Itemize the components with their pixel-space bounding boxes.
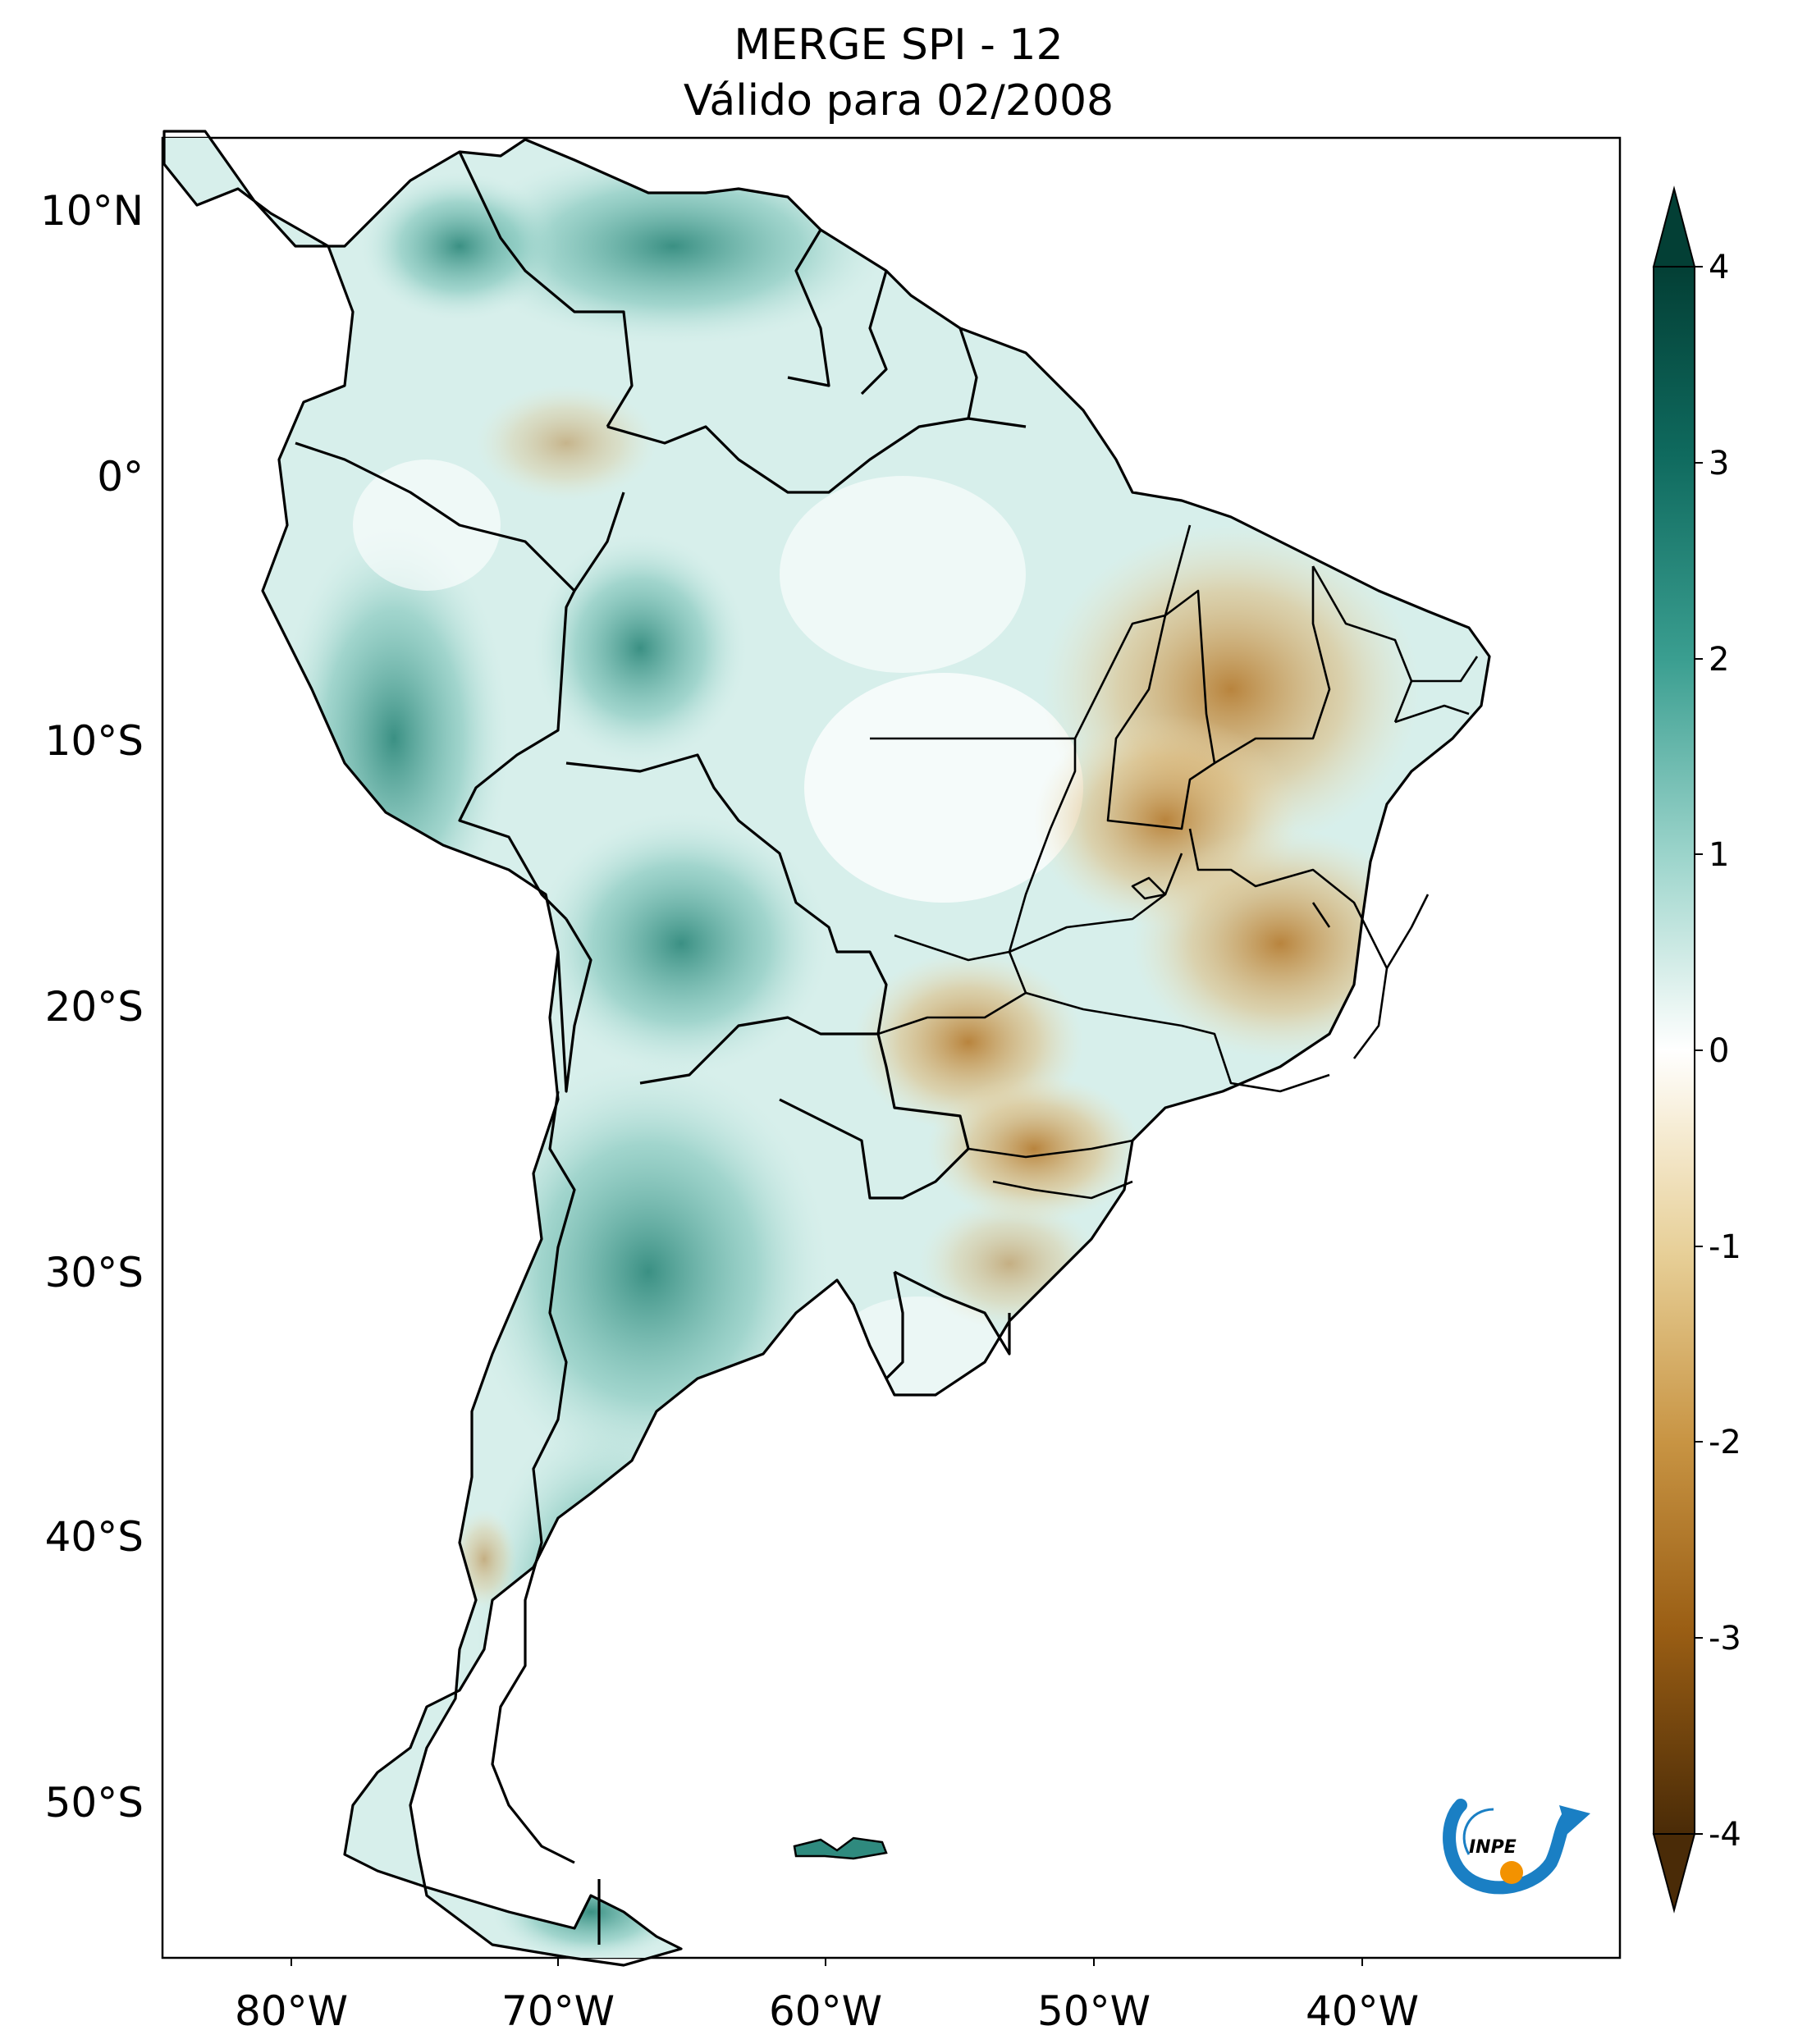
colorbar-tick-label: 2 xyxy=(1709,641,1729,679)
colorbar-tick-label: -4 xyxy=(1709,1816,1741,1854)
dry-area-western-amazon xyxy=(476,386,657,501)
latitude-axis: 10°N 0° 10°S 20°S 30°S 40°S 50°S xyxy=(40,187,144,1827)
lon-tick-label: 70°W xyxy=(501,1987,615,2035)
colorbar-tick-label: 1 xyxy=(1709,836,1729,874)
state-borders xyxy=(870,524,1479,1200)
lon-tick-label: 50°W xyxy=(1037,1987,1151,2035)
wet-area-colombia xyxy=(361,172,558,320)
colorbar-top-arrow xyxy=(1652,185,1696,268)
dry-area-parana xyxy=(927,1075,1141,1223)
wet-area-amazon-west xyxy=(533,533,747,763)
sun-icon xyxy=(1500,1861,1523,1884)
lat-tick-label: 10°N xyxy=(40,187,144,235)
lat-tick-label: 40°S xyxy=(45,1513,144,1561)
inpe-logo: INPE xyxy=(1443,1799,1590,1895)
country-borders xyxy=(295,151,1027,1945)
lat-tick-label: 50°S xyxy=(45,1779,144,1827)
lat-tick-label: 30°S xyxy=(45,1249,144,1296)
colorbar-bottom-arrow xyxy=(1652,1833,1696,1914)
colorbar-tick-label: 0 xyxy=(1709,1032,1729,1070)
falkland-islands xyxy=(793,1836,888,1860)
map-title-line-2: Válido para 02/2008 xyxy=(684,76,1114,126)
colorbar: 4 3 2 1 0 -1 -2 -3 -4 xyxy=(1652,185,1741,1914)
lat-tick-label: 0° xyxy=(97,453,144,501)
colorbar-tick-label: 3 xyxy=(1709,445,1729,482)
lon-tick-label: 80°W xyxy=(235,1987,348,2035)
logo-text: INPE xyxy=(1469,1837,1517,1858)
colorbar-body xyxy=(1653,266,1695,1835)
colorbar-tick-label: -1 xyxy=(1709,1228,1741,1266)
lon-tick-label: 60°W xyxy=(769,1987,882,2035)
wet-area-venezuela xyxy=(460,148,886,345)
map-title-line-1: MERGE SPI - 12 xyxy=(734,21,1063,70)
lon-tick-label: 40°W xyxy=(1306,1987,1419,2035)
colorbar-tick-label: -3 xyxy=(1709,1620,1741,1658)
lat-tick-label: 20°S xyxy=(45,983,144,1031)
lat-tick-label: 10°S xyxy=(45,717,144,765)
wet-area-bolivia xyxy=(533,812,829,1075)
colorbar-tick-label: -2 xyxy=(1709,1424,1741,1461)
colorbar-tick-label: 4 xyxy=(1709,249,1729,286)
longitude-axis: 80°W 70°W 60°W 50°W 40°W xyxy=(235,1958,1419,2035)
